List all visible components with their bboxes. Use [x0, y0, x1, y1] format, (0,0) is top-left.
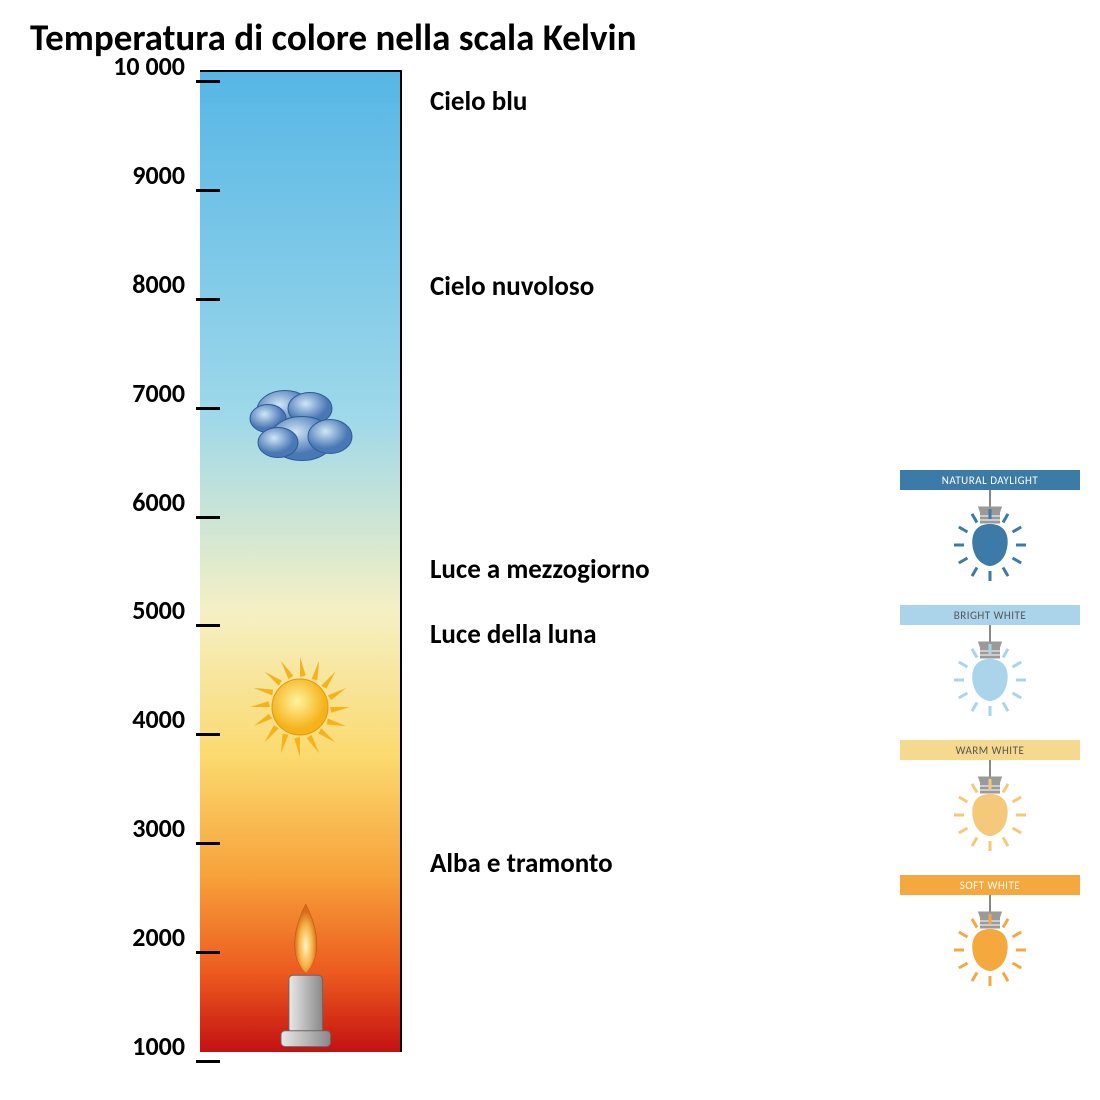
tick-label: 4000 — [132, 703, 185, 735]
tick-mark — [196, 1060, 220, 1063]
tick-label: 3000 — [132, 812, 185, 844]
scale-tick: 1000 — [0, 1030, 190, 1070]
bulb-icon — [950, 760, 1030, 855]
tick-label: 9000 — [132, 159, 185, 191]
bulb-icon — [950, 625, 1030, 720]
tick-label: 2000 — [132, 921, 185, 953]
bulb-legend: NATURAL DAYLIGHT BRIGHT WHITE WARM WHITE… — [890, 470, 1090, 1010]
scale-tick: 8000 — [0, 268, 190, 308]
tick-mark — [196, 407, 220, 410]
tick-mark — [196, 298, 220, 301]
scale-description-label: Cielo nuvoloso — [430, 270, 594, 303]
bulb-icon — [950, 490, 1030, 585]
candle-icon-wrap — [270, 904, 342, 1058]
tick-mark — [196, 516, 220, 519]
scale-description-label: Cielo blu — [430, 85, 527, 118]
bulb-icon — [950, 895, 1030, 990]
tick-label: 8000 — [132, 268, 185, 300]
bulb-label-bar: NATURAL DAYLIGHT — [900, 470, 1080, 490]
tick-mark — [196, 733, 220, 736]
scale-tick: 2000 — [0, 921, 190, 961]
candle-icon — [270, 904, 342, 1053]
bulb-label-bar: BRIGHT WHITE — [900, 605, 1080, 625]
tick-mark — [196, 189, 220, 192]
scale-description-label: Alba e tramonto — [430, 847, 613, 880]
tick-label: 1000 — [132, 1030, 185, 1062]
clouds-icon — [230, 378, 360, 469]
bulb-legend-item: NATURAL DAYLIGHT — [890, 470, 1090, 585]
sun-icon — [245, 652, 355, 762]
bulb-legend-item: BRIGHT WHITE — [890, 605, 1090, 720]
bulb-label-bar: WARM WHITE — [900, 740, 1080, 760]
clouds-icon-wrap — [230, 378, 360, 474]
scale-tick: 7000 — [0, 377, 190, 417]
tick-mark — [196, 80, 220, 83]
tick-label: 7000 — [132, 377, 185, 409]
tick-label: 5000 — [132, 594, 185, 626]
tick-mark — [196, 951, 220, 954]
tick-label: 10 000 — [113, 50, 185, 82]
scale-tick: 9000 — [0, 159, 190, 199]
scale-description-label: Luce a mezzogiorno — [430, 553, 650, 586]
tick-label: 6000 — [132, 486, 185, 518]
kelvin-scale-infographic: Temperatura di colore nella scala Kelvin… — [0, 0, 1100, 1100]
scale-tick: 3000 — [0, 812, 190, 852]
scale-tick: 6000 — [0, 486, 190, 526]
sun-icon-wrap — [245, 652, 355, 767]
bulb-label-bar: SOFT WHITE — [900, 875, 1080, 895]
tick-mark — [196, 842, 220, 845]
tick-mark — [196, 624, 220, 627]
scale-tick: 5000 — [0, 594, 190, 634]
scale-tick: 10 000 — [0, 50, 190, 90]
bulb-legend-item: WARM WHITE — [890, 740, 1090, 855]
scale-description-label: Luce della luna — [430, 618, 597, 651]
bulb-legend-item: SOFT WHITE — [890, 875, 1090, 990]
scale-tick: 4000 — [0, 703, 190, 743]
